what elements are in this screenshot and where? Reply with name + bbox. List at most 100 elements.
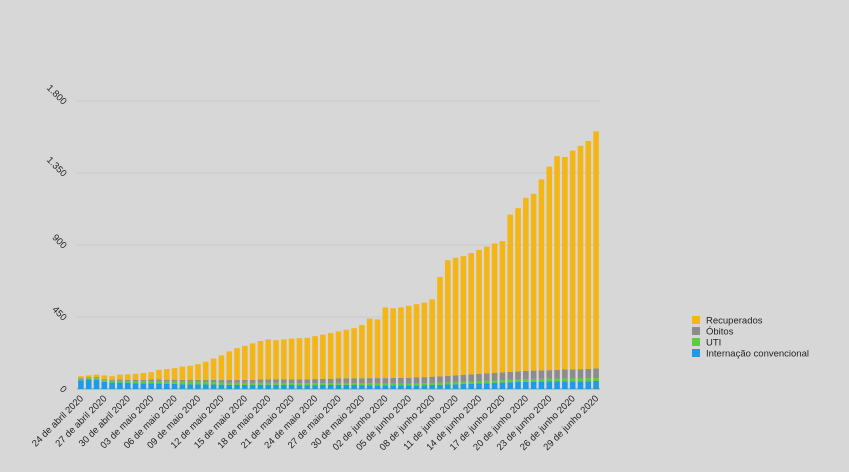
bar-segment bbox=[437, 382, 443, 385]
bar-segment bbox=[320, 378, 326, 384]
bar-segment bbox=[218, 355, 225, 381]
bar-segment bbox=[491, 380, 498, 383]
bar-segment bbox=[218, 384, 225, 389]
bar-segment bbox=[530, 193, 537, 371]
bar-segment bbox=[523, 370, 529, 380]
bar-segment bbox=[132, 373, 139, 380]
bar-segment bbox=[93, 378, 100, 380]
bar-segment bbox=[195, 381, 201, 385]
bar-segment bbox=[359, 378, 365, 384]
bar-segment bbox=[499, 380, 506, 383]
bar-segment bbox=[335, 331, 342, 379]
bar-segment bbox=[163, 379, 170, 382]
bar-segment bbox=[312, 336, 318, 380]
bar-segment bbox=[288, 379, 295, 384]
y-tick-label: 900 bbox=[50, 232, 69, 251]
bar-segment bbox=[491, 382, 498, 389]
bar-segment bbox=[382, 385, 389, 389]
bar-segment bbox=[226, 351, 233, 381]
bar-segment bbox=[523, 379, 529, 382]
bar-segment bbox=[530, 381, 537, 389]
bar-segment bbox=[281, 339, 287, 380]
bar-segment bbox=[156, 369, 162, 380]
bar-segment bbox=[460, 383, 467, 389]
bar-segment bbox=[335, 384, 342, 389]
bar-segment bbox=[444, 260, 451, 376]
bar-segment bbox=[265, 339, 272, 380]
y-tick-label: 1.800 bbox=[44, 83, 69, 108]
bar-segment bbox=[195, 384, 201, 389]
bar-segment bbox=[546, 166, 553, 371]
bar-segment bbox=[249, 343, 256, 380]
bar-segment bbox=[374, 385, 381, 389]
bar-segment bbox=[523, 197, 529, 371]
bar-segment bbox=[273, 379, 279, 383]
bar-segment bbox=[515, 379, 521, 382]
bar-segment bbox=[109, 376, 115, 380]
bar-segment bbox=[554, 378, 560, 382]
bar-segment bbox=[202, 361, 209, 381]
bar-segment bbox=[366, 383, 373, 386]
bar-segment bbox=[109, 380, 115, 383]
bar-segment bbox=[413, 304, 420, 378]
bar-segment bbox=[296, 383, 303, 386]
bar-segment bbox=[437, 384, 443, 389]
bar-segment bbox=[374, 319, 381, 379]
bar-segment bbox=[429, 299, 435, 377]
bar-segment bbox=[476, 249, 482, 374]
bar-segment bbox=[265, 379, 272, 383]
legend-label: Óbitos bbox=[706, 327, 734, 338]
bar-segment bbox=[304, 337, 311, 380]
bar-segment bbox=[437, 277, 443, 377]
bar-segment bbox=[507, 371, 514, 380]
bar-segment bbox=[281, 379, 287, 383]
bar-segment bbox=[577, 369, 584, 379]
bar-segment bbox=[140, 379, 147, 382]
bar-segment bbox=[265, 384, 272, 389]
bar-segment bbox=[538, 378, 545, 382]
bar-segment bbox=[499, 372, 506, 381]
bar-segment bbox=[312, 383, 318, 386]
bar-segment bbox=[85, 379, 92, 389]
bar-segment bbox=[452, 375, 459, 382]
bar-segment bbox=[327, 385, 334, 389]
bar-segment bbox=[195, 364, 201, 380]
bar-segment bbox=[530, 378, 537, 382]
bar-segment bbox=[179, 384, 186, 389]
bar-segment bbox=[163, 383, 170, 389]
bar-segment bbox=[585, 141, 592, 369]
bar-segment bbox=[390, 383, 396, 386]
bar-segment bbox=[195, 379, 201, 382]
bar-segment bbox=[398, 307, 404, 378]
bar-segment bbox=[569, 381, 576, 389]
bar-segment bbox=[444, 382, 451, 385]
bar-segment bbox=[226, 384, 233, 389]
bar-segment bbox=[85, 375, 92, 378]
bar-segment bbox=[288, 338, 295, 380]
bar-segment bbox=[242, 379, 248, 383]
bar-segment bbox=[593, 131, 599, 369]
bar-segment bbox=[366, 385, 373, 389]
bar-segment bbox=[117, 382, 123, 389]
bar-segment bbox=[562, 381, 568, 389]
bar-segment bbox=[507, 382, 514, 389]
bar-segment bbox=[468, 253, 475, 375]
bar-segment bbox=[335, 382, 342, 385]
bar-segment bbox=[242, 382, 248, 385]
bar-segment bbox=[78, 380, 84, 389]
bar-segment bbox=[499, 382, 506, 389]
bar-segment bbox=[327, 378, 334, 384]
bar-segment bbox=[468, 383, 475, 389]
bar-segment bbox=[156, 379, 162, 381]
legend-label: Recuperados bbox=[706, 316, 763, 327]
bar-segment bbox=[327, 383, 334, 385]
bar-segment bbox=[93, 374, 100, 378]
bar-segment bbox=[101, 375, 108, 380]
bar-segment bbox=[117, 379, 123, 381]
bar-segment bbox=[171, 381, 178, 384]
bar-segment bbox=[273, 384, 279, 389]
bar-segment bbox=[140, 381, 147, 384]
bar-segment bbox=[234, 380, 240, 383]
bar-segment bbox=[546, 381, 553, 389]
